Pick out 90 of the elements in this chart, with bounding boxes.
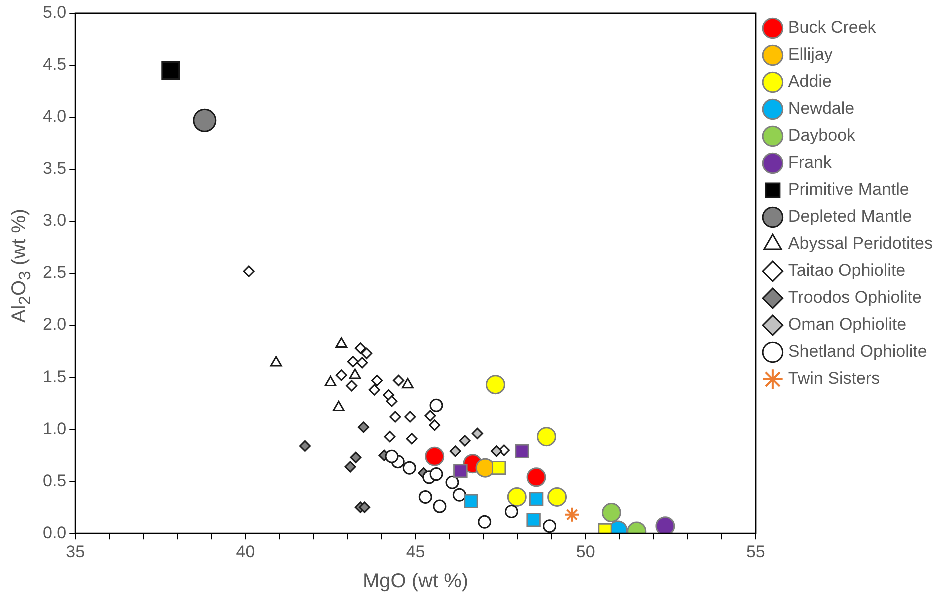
x-tick-label: 40 xyxy=(236,542,256,562)
point xyxy=(359,502,371,514)
point xyxy=(429,420,441,432)
y-tick-label: 2.5 xyxy=(42,263,67,282)
x-tick-label: 50 xyxy=(576,542,596,562)
point xyxy=(446,476,460,490)
point xyxy=(324,376,337,387)
point xyxy=(402,461,416,475)
point xyxy=(354,342,366,354)
point xyxy=(464,494,478,508)
point xyxy=(536,427,556,447)
point xyxy=(515,444,530,459)
point xyxy=(490,446,502,458)
legend-label: Daybook xyxy=(788,126,856,146)
y-tick-label: 3.0 xyxy=(42,211,67,230)
x-tick-label: 35 xyxy=(66,542,86,562)
point xyxy=(368,384,380,396)
legend-label: Addie xyxy=(788,72,832,92)
point xyxy=(454,464,468,478)
point xyxy=(459,435,471,447)
point xyxy=(402,378,414,389)
legend-label: Newdale xyxy=(788,99,855,118)
x-tick-label: 45 xyxy=(406,542,426,562)
legend-label: Frank xyxy=(788,153,832,172)
point xyxy=(526,468,546,488)
point xyxy=(526,512,541,528)
point xyxy=(478,515,492,529)
point xyxy=(162,61,180,80)
point xyxy=(350,452,362,464)
point xyxy=(349,368,362,380)
point xyxy=(386,396,398,408)
point xyxy=(656,516,676,534)
legend-label: Buck Creek xyxy=(788,18,877,38)
y-tick-label: 3.5 xyxy=(42,159,67,178)
point xyxy=(347,356,359,368)
legend-label: Oman Ophiolite xyxy=(788,315,907,334)
point xyxy=(425,446,445,466)
point xyxy=(602,503,622,523)
y-tick-label: 5.0 xyxy=(42,3,67,22)
point xyxy=(358,422,370,434)
point xyxy=(361,348,373,360)
point xyxy=(346,380,358,392)
point xyxy=(507,487,527,507)
point xyxy=(270,356,282,367)
point xyxy=(418,490,432,504)
point xyxy=(433,500,447,514)
point xyxy=(424,410,436,422)
legend-label: Shetland Ophiolite xyxy=(788,342,928,362)
legend-label: Taitao Ophiolite xyxy=(788,261,906,280)
point xyxy=(384,431,396,443)
point xyxy=(336,338,348,348)
point xyxy=(243,266,255,278)
x-tick-label: 55 xyxy=(746,542,766,562)
y-tick-label: 4.5 xyxy=(42,55,67,74)
x-axis-title: MgO (wt %) xyxy=(363,570,469,593)
point xyxy=(406,433,418,445)
legend-label: Abyssal Peridotites xyxy=(788,234,934,254)
point xyxy=(529,492,544,506)
legend-label: Depleted Mantle xyxy=(788,207,912,226)
point xyxy=(299,440,311,452)
legend-label: Troodos Ophiolite xyxy=(788,288,922,308)
point xyxy=(372,374,384,386)
point xyxy=(193,108,217,132)
point xyxy=(390,411,402,423)
legend-label: Twin Sisters xyxy=(788,369,880,388)
y-tick-label: 1.5 xyxy=(42,367,67,386)
point xyxy=(486,375,506,395)
point xyxy=(430,398,444,412)
point xyxy=(548,487,568,507)
point xyxy=(393,374,405,386)
y-tick-label: 2.0 xyxy=(42,315,67,334)
legend-label: Primitive Mantle xyxy=(788,180,910,200)
point xyxy=(344,461,356,473)
legend-label: Ellijay xyxy=(788,45,834,64)
point xyxy=(492,460,506,476)
point xyxy=(564,506,580,523)
point xyxy=(543,520,557,534)
point xyxy=(404,411,416,423)
y-tick-label: 0.5 xyxy=(42,471,67,490)
point xyxy=(472,428,484,440)
point xyxy=(336,370,348,382)
point xyxy=(385,450,399,464)
y-tick-label: 0.0 xyxy=(42,523,67,542)
point xyxy=(450,446,462,458)
point xyxy=(452,488,466,502)
y-tick-label: 1.0 xyxy=(42,419,67,438)
point xyxy=(430,468,444,482)
y-tick-label: 4.0 xyxy=(42,107,67,126)
point xyxy=(504,505,518,519)
point xyxy=(356,357,368,369)
